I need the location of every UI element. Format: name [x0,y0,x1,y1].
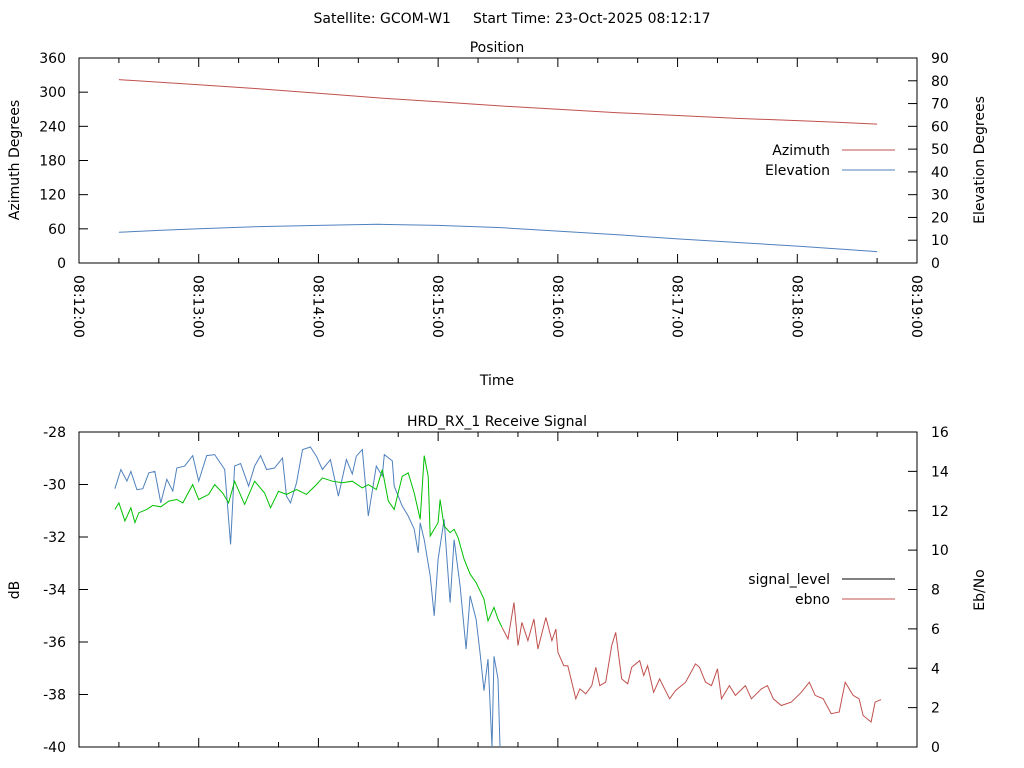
y-tick-label: 360 [39,51,66,67]
position-chart-title: Position [470,40,525,56]
y2-tick-label: 70 [931,97,949,113]
figure-header: Satellite: GCOM-W1 Start Time: 23-Oct-202… [313,11,710,27]
y-tick-label: 300 [39,85,66,101]
x-tick-label: 08:14:00 [309,275,325,338]
y2-tick-label: 16 [931,425,949,441]
y-tick-label: 60 [48,222,66,238]
series-line-Elevation [118,223,878,253]
x-tick-label: 08:13:00 [190,275,206,338]
y2-tick-label: 50 [931,142,949,158]
x-tick-label: 08:19:00 [908,275,924,338]
y2-tick-label: 4 [931,661,940,677]
plot-border [78,431,918,748]
series-line-Azimuth [118,79,878,125]
y-tick-label: 120 [39,188,66,204]
y2-tick-label: 14 [931,464,949,480]
y-tick-label: -32 [43,530,66,546]
y2-tick-label: 0 [931,256,940,272]
legend-label-ebno: ebno [795,592,830,608]
y2-tick-label: 0 [931,740,940,756]
y2-tick-label: 40 [931,165,949,181]
plot-border [78,57,918,264]
y-tick-label: -34 [43,583,66,599]
y-tick-label: 240 [39,119,66,135]
y-tick-label: -40 [43,740,66,756]
signal-chart-title: HRD_RX_1 Receive Signal [407,414,587,430]
y-tick-label: -28 [43,425,66,441]
series-line-signal_level [114,446,501,747]
legend-label-Azimuth: Azimuth [772,143,830,159]
y2-tick-label: 30 [931,188,949,204]
y2-tick-label: 6 [931,622,940,638]
azimuth-axis-label: Azimuth Degrees [7,100,23,220]
y-tick-label: 180 [39,154,66,170]
legend-label-signal_level: signal_level [748,572,830,588]
y-tick-label: -38 [43,688,66,704]
y2-tick-label: 8 [931,583,940,599]
y2-tick-label: 90 [931,51,949,67]
x-tick-label: 08:17:00 [669,275,685,338]
series-line-ebno [114,455,503,628]
elevation-axis-label: Elevation Degrees [972,96,988,224]
start-time-label: Start Time: 23-Oct-2025 08:12:17 [473,11,711,27]
y2-tick-label: 20 [931,210,949,226]
x-tick-label: 08:15:00 [429,275,445,338]
position-x-axis-label: Time [479,373,514,389]
y2-tick-label: 80 [931,74,949,90]
x-tick-label: 08:12:00 [70,275,86,338]
satellite-label: Satellite: GCOM-W1 [313,11,450,27]
ebno-axis-label: Eb/No [972,569,988,611]
y-tick-label: -36 [43,635,66,651]
x-tick-label: 08:18:00 [788,275,804,338]
y2-tick-label: 10 [931,543,949,559]
y-tick-label: 0 [57,256,66,272]
position-plot: 08:12:00 08:13:00 08:14:00 08:15:00 08:16:00… [39,51,949,338]
y-tick-label: -30 [43,478,66,494]
db-axis-label: dB [7,581,23,600]
y2-tick-label: 12 [931,504,949,520]
legend-label-Elevation: Elevation [765,163,830,179]
signal-plot: -40 -38 -36 -34 -32 -30 -28 0 2 4 6 8 10 12 14 16 signal… [43,425,949,756]
series-line-ebno [501,602,882,723]
y2-tick-label: 2 [931,701,940,717]
y2-tick-label: 10 [931,233,949,249]
y2-tick-label: 60 [931,119,949,135]
x-tick-label: 08:16:00 [549,275,565,338]
